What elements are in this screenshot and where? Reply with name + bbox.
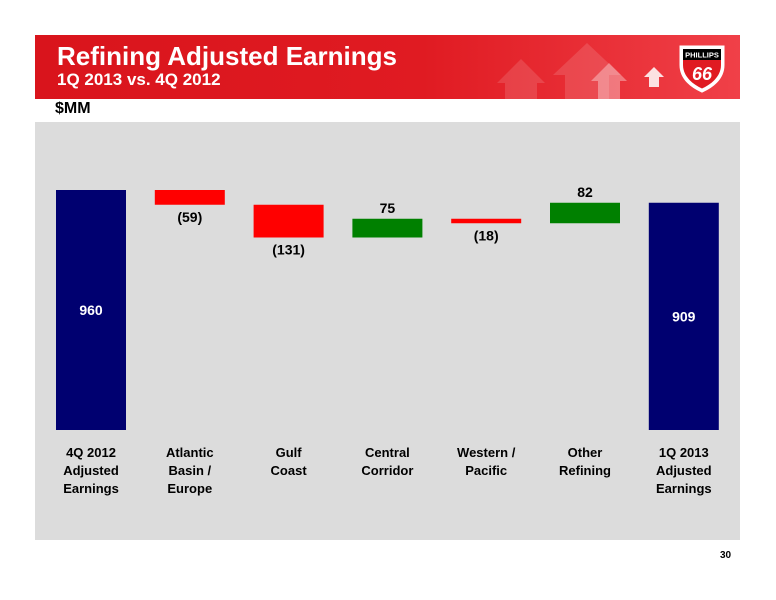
data-label-atlantic-basin-europe: (59)	[177, 209, 202, 225]
category-label-4q-2012-adjusted-earnings-line-2: Adjusted	[63, 463, 119, 478]
data-label-other-refining: 82	[577, 184, 593, 200]
category-label-4q-2012-adjusted-earnings-line-3: Earnings	[63, 481, 119, 496]
category-label-1q-2013-adjusted-earnings-line-1: 1Q 2013	[659, 445, 709, 460]
category-label-atlantic-basin-europe-line-2: Basin /	[168, 463, 211, 478]
slide-title: Refining Adjusted Earnings	[57, 41, 397, 71]
data-label-central-corridor: 75	[380, 200, 396, 216]
bar-1q-2013-adjusted-earnings	[648, 202, 719, 430]
data-label-1q-2013-adjusted-earnings: 909	[672, 308, 696, 324]
data-label-western-pacific: (18)	[474, 227, 499, 243]
bar-other-refining	[550, 202, 620, 224]
category-label-central-corridor-line-2: Corridor	[361, 463, 413, 478]
category-label-other-refining-line-2: Refining	[559, 463, 611, 478]
bar-atlantic-basin-europe	[154, 190, 225, 205]
bar-gulf-coast	[253, 204, 324, 238]
category-label-1q-2013-adjusted-earnings-line-2: Adjusted	[656, 463, 712, 478]
category-label-atlantic-basin-europe-line-1: Atlantic	[166, 445, 214, 460]
bar-4q-2012-adjusted-earnings	[56, 190, 126, 430]
chart-area: 960 4Q 2012 Adjusted Earnings (59) Atlantic Ba…	[35, 122, 740, 540]
category-label-western-pacific-line-1: Western /	[457, 445, 516, 460]
category-label-gulf-coast-line-2: Coast	[271, 463, 308, 478]
category-label-atlantic-basin-europe-line-3: Europe	[167, 481, 212, 496]
data-label-gulf-coast: (131)	[272, 242, 305, 258]
logo-text-main: 66	[692, 64, 713, 84]
data-label-4q-2012-adjusted-earnings: 960	[79, 302, 103, 318]
logo-text-top: PHILLIPS	[685, 51, 719, 60]
category-label-1q-2013-adjusted-earnings-line-3: Earnings	[656, 481, 712, 496]
category-label-central-corridor-line-1: Central	[365, 445, 410, 460]
title-banner: Refining Adjusted Earnings 1Q 2013 vs. 4…	[35, 35, 740, 99]
waterfall-chart: 960 4Q 2012 Adjusted Earnings (59) Atlantic Ba…	[56, 184, 719, 496]
slide-subtitle: 1Q 2013 vs. 4Q 2012	[57, 70, 221, 89]
phillips-66-logo: PHILLIPS 66	[679, 45, 725, 93]
units-label: $MM	[55, 100, 91, 117]
bar-central-corridor	[352, 218, 423, 238]
bar-western-pacific	[451, 218, 522, 224]
category-label-gulf-coast-line-1: Gulf	[276, 445, 303, 460]
category-label-4q-2012-adjusted-earnings-line-1: 4Q 2012	[66, 445, 116, 460]
category-label-western-pacific-line-2: Pacific	[465, 463, 507, 478]
category-label-other-refining-line-1: Other	[568, 445, 603, 460]
page-number: 30	[720, 550, 732, 561]
arrow-decoration	[497, 43, 664, 99]
